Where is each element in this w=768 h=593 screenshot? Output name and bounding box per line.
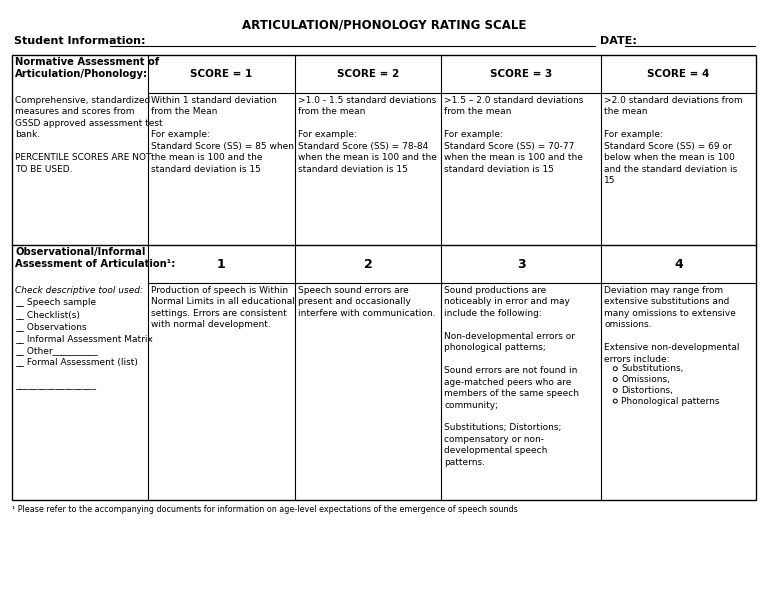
Text: ¹ Please refer to the accompanying documents for information on age-level expect: ¹ Please refer to the accompanying docum… [12, 505, 518, 514]
Text: Deviation may range from
extensive substitutions and
many omissions to extensive: Deviation may range from extensive subst… [604, 286, 740, 364]
Text: Distortions,: Distortions, [621, 386, 673, 395]
Bar [12, 55, 756, 500]
Text: SCORE = 3: SCORE = 3 [490, 69, 552, 79]
Text: __________________: __________________ [15, 381, 96, 390]
Text: Comprehensive, standardized
measures and scores from
GSSD approved assessment te: Comprehensive, standardized measures and… [15, 96, 163, 174]
Text: 2: 2 [363, 257, 372, 270]
Text: >1.5 – 2.0 standard deviations
from the mean

For example:
Standard Score (SS) =: >1.5 – 2.0 standard deviations from the … [444, 96, 584, 174]
Text: 4: 4 [674, 257, 683, 270]
Text: Speech sound errors are
present and occasionally
interfere with communication.: Speech sound errors are present and occa… [298, 286, 435, 318]
Text: DATE:: DATE: [600, 36, 637, 46]
Text: __ Observations: __ Observations [15, 322, 87, 331]
Text: __ Checklist(s): __ Checklist(s) [15, 310, 80, 319]
Text: __ Informal Assessment Matrix: __ Informal Assessment Matrix [15, 334, 153, 343]
Text: Observational/Informal
Assessment of Articulation¹:: Observational/Informal Assessment of Art… [15, 247, 175, 269]
Text: SCORE = 1: SCORE = 1 [190, 69, 253, 79]
Text: 3: 3 [517, 257, 525, 270]
Text: Sound productions are
noticeably in error and may
include the following:

Non-de: Sound productions are noticeably in erro… [444, 286, 579, 467]
Text: Student Information:: Student Information: [14, 36, 145, 46]
Text: >2.0 standard deviations from
the mean

For example:
Standard Score (SS) = 69 or: >2.0 standard deviations from the mean F… [604, 96, 743, 185]
Text: 1: 1 [217, 257, 226, 270]
Text: SCORE = 4: SCORE = 4 [647, 69, 710, 79]
Text: >1.0 - 1.5 standard deviations
from the mean

For example:
Standard Score (SS) =: >1.0 - 1.5 standard deviations from the … [298, 96, 436, 174]
Text: Normative Assessment of
Articulation/Phonology:: Normative Assessment of Articulation/Pho… [15, 57, 159, 79]
Text: Substitutions,: Substitutions, [621, 364, 684, 373]
Text: Phonological patterns: Phonological patterns [621, 397, 720, 406]
Text: Omissions,: Omissions, [621, 375, 670, 384]
Text: Check descriptive tool used:: Check descriptive tool used: [15, 286, 143, 295]
Text: __ Other__________: __ Other__________ [15, 346, 98, 355]
Text: Production of speech is Within
Normal Limits in all educational
settings. Errors: Production of speech is Within Normal Li… [151, 286, 295, 329]
Text: Within 1 standard deviation
from the Mean

For example:
Standard Score (SS) = 85: Within 1 standard deviation from the Mea… [151, 96, 294, 174]
Text: ARTICULATION/PHONOLOGY RATING SCALE: ARTICULATION/PHONOLOGY RATING SCALE [242, 18, 526, 31]
Text: __ Formal Assessment (list): __ Formal Assessment (list) [15, 358, 138, 366]
Text: SCORE = 2: SCORE = 2 [337, 69, 399, 79]
Text: __ Speech sample: __ Speech sample [15, 298, 96, 307]
